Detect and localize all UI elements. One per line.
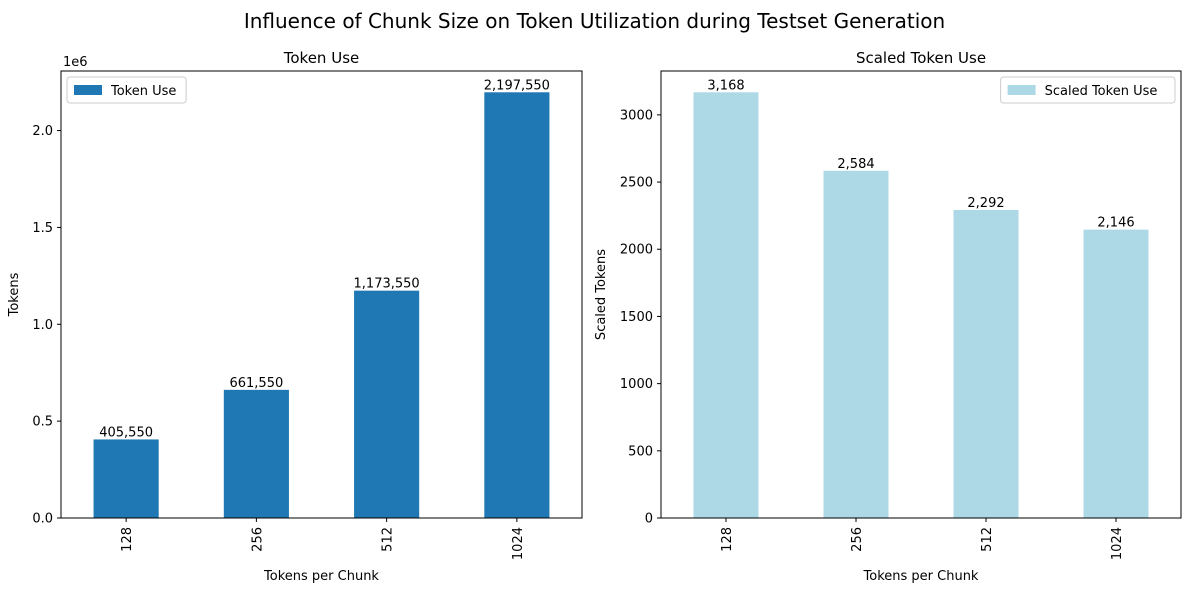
bar-1024 <box>1083 229 1149 518</box>
legend-label: Scaled Token Use <box>1045 84 1158 99</box>
bar-512 <box>953 210 1019 518</box>
y-tick-label: 3000 <box>620 108 653 123</box>
y-tick-label: 500 <box>628 444 653 459</box>
axes-frame <box>60 70 583 519</box>
axes-title: Scaled Token Use <box>856 49 986 67</box>
chart-token-use: 405,550 128 661,550 256 1,173,550 512 2,197,55… <box>7 49 583 584</box>
x-tick-label-512: 512 <box>980 527 995 552</box>
data-label-1024: 2,146 <box>1097 216 1134 231</box>
y-tick-label: 1.5 <box>32 221 53 236</box>
axes-title: Token Use <box>283 49 359 67</box>
bar-512 <box>354 290 420 518</box>
x-tick-label-128: 128 <box>720 527 735 552</box>
y-axis-label: Tokens <box>7 272 22 317</box>
y-tick-label: 1500 <box>620 310 653 325</box>
x-axis-label: Tokens per Chunk <box>263 569 379 584</box>
axes-frame <box>660 70 1182 519</box>
y-tick-label: 0 <box>645 512 653 527</box>
axis-offset-label: 1e6 <box>63 55 88 70</box>
y-tick-label: 1.0 <box>32 318 53 333</box>
legend: Token Use <box>66 76 187 104</box>
y-tick-label: 0.5 <box>32 415 53 430</box>
data-label-256: 661,550 <box>229 376 283 391</box>
x-tick-label-256: 256 <box>250 527 265 552</box>
x-tick-label-512: 512 <box>381 527 396 552</box>
x-tick-label-1024: 1024 <box>511 527 526 560</box>
data-label-256: 2,584 <box>837 157 874 172</box>
x-tick-label-256: 256 <box>850 527 865 552</box>
bar-1024 <box>484 92 550 519</box>
y-axis-label: Scaled Tokens <box>594 249 609 340</box>
data-label-128: 405,550 <box>99 425 153 440</box>
bar-256 <box>823 170 889 518</box>
legend: Scaled Token Use <box>1000 76 1176 104</box>
figure-title: Influence of Chunk Size on Token Utiliza… <box>244 9 945 33</box>
x-axis-label: Tokens per Chunk <box>863 569 979 584</box>
bar-128 <box>93 439 159 518</box>
data-label-512: 1,173,550 <box>354 277 420 292</box>
legend-box <box>1000 76 1176 104</box>
x-tick-label-1024: 1024 <box>1110 527 1125 560</box>
legend-swatch <box>74 85 102 95</box>
y-tick-label: 1000 <box>620 377 653 392</box>
legend-label: Token Use <box>110 84 176 99</box>
y-tick-label: 2000 <box>620 243 653 258</box>
data-label-512: 2,292 <box>967 196 1004 211</box>
bar-256 <box>223 389 289 518</box>
y-tick-label: 2.0 <box>32 124 53 139</box>
y-tick-label: 0.0 <box>32 512 53 527</box>
y-tick-label: 2500 <box>620 176 653 191</box>
bar-128 <box>693 92 759 519</box>
x-tick-label-128: 128 <box>120 527 135 552</box>
legend-box <box>66 76 187 104</box>
legend-swatch <box>1007 85 1036 95</box>
data-label-1024: 2,197,550 <box>484 78 550 93</box>
chart-scaled-token-use: 3,168 128 2,584 256 2,292 512 2,146 1024 0 500 100… <box>594 49 1182 584</box>
data-label-128: 3,168 <box>707 78 744 93</box>
